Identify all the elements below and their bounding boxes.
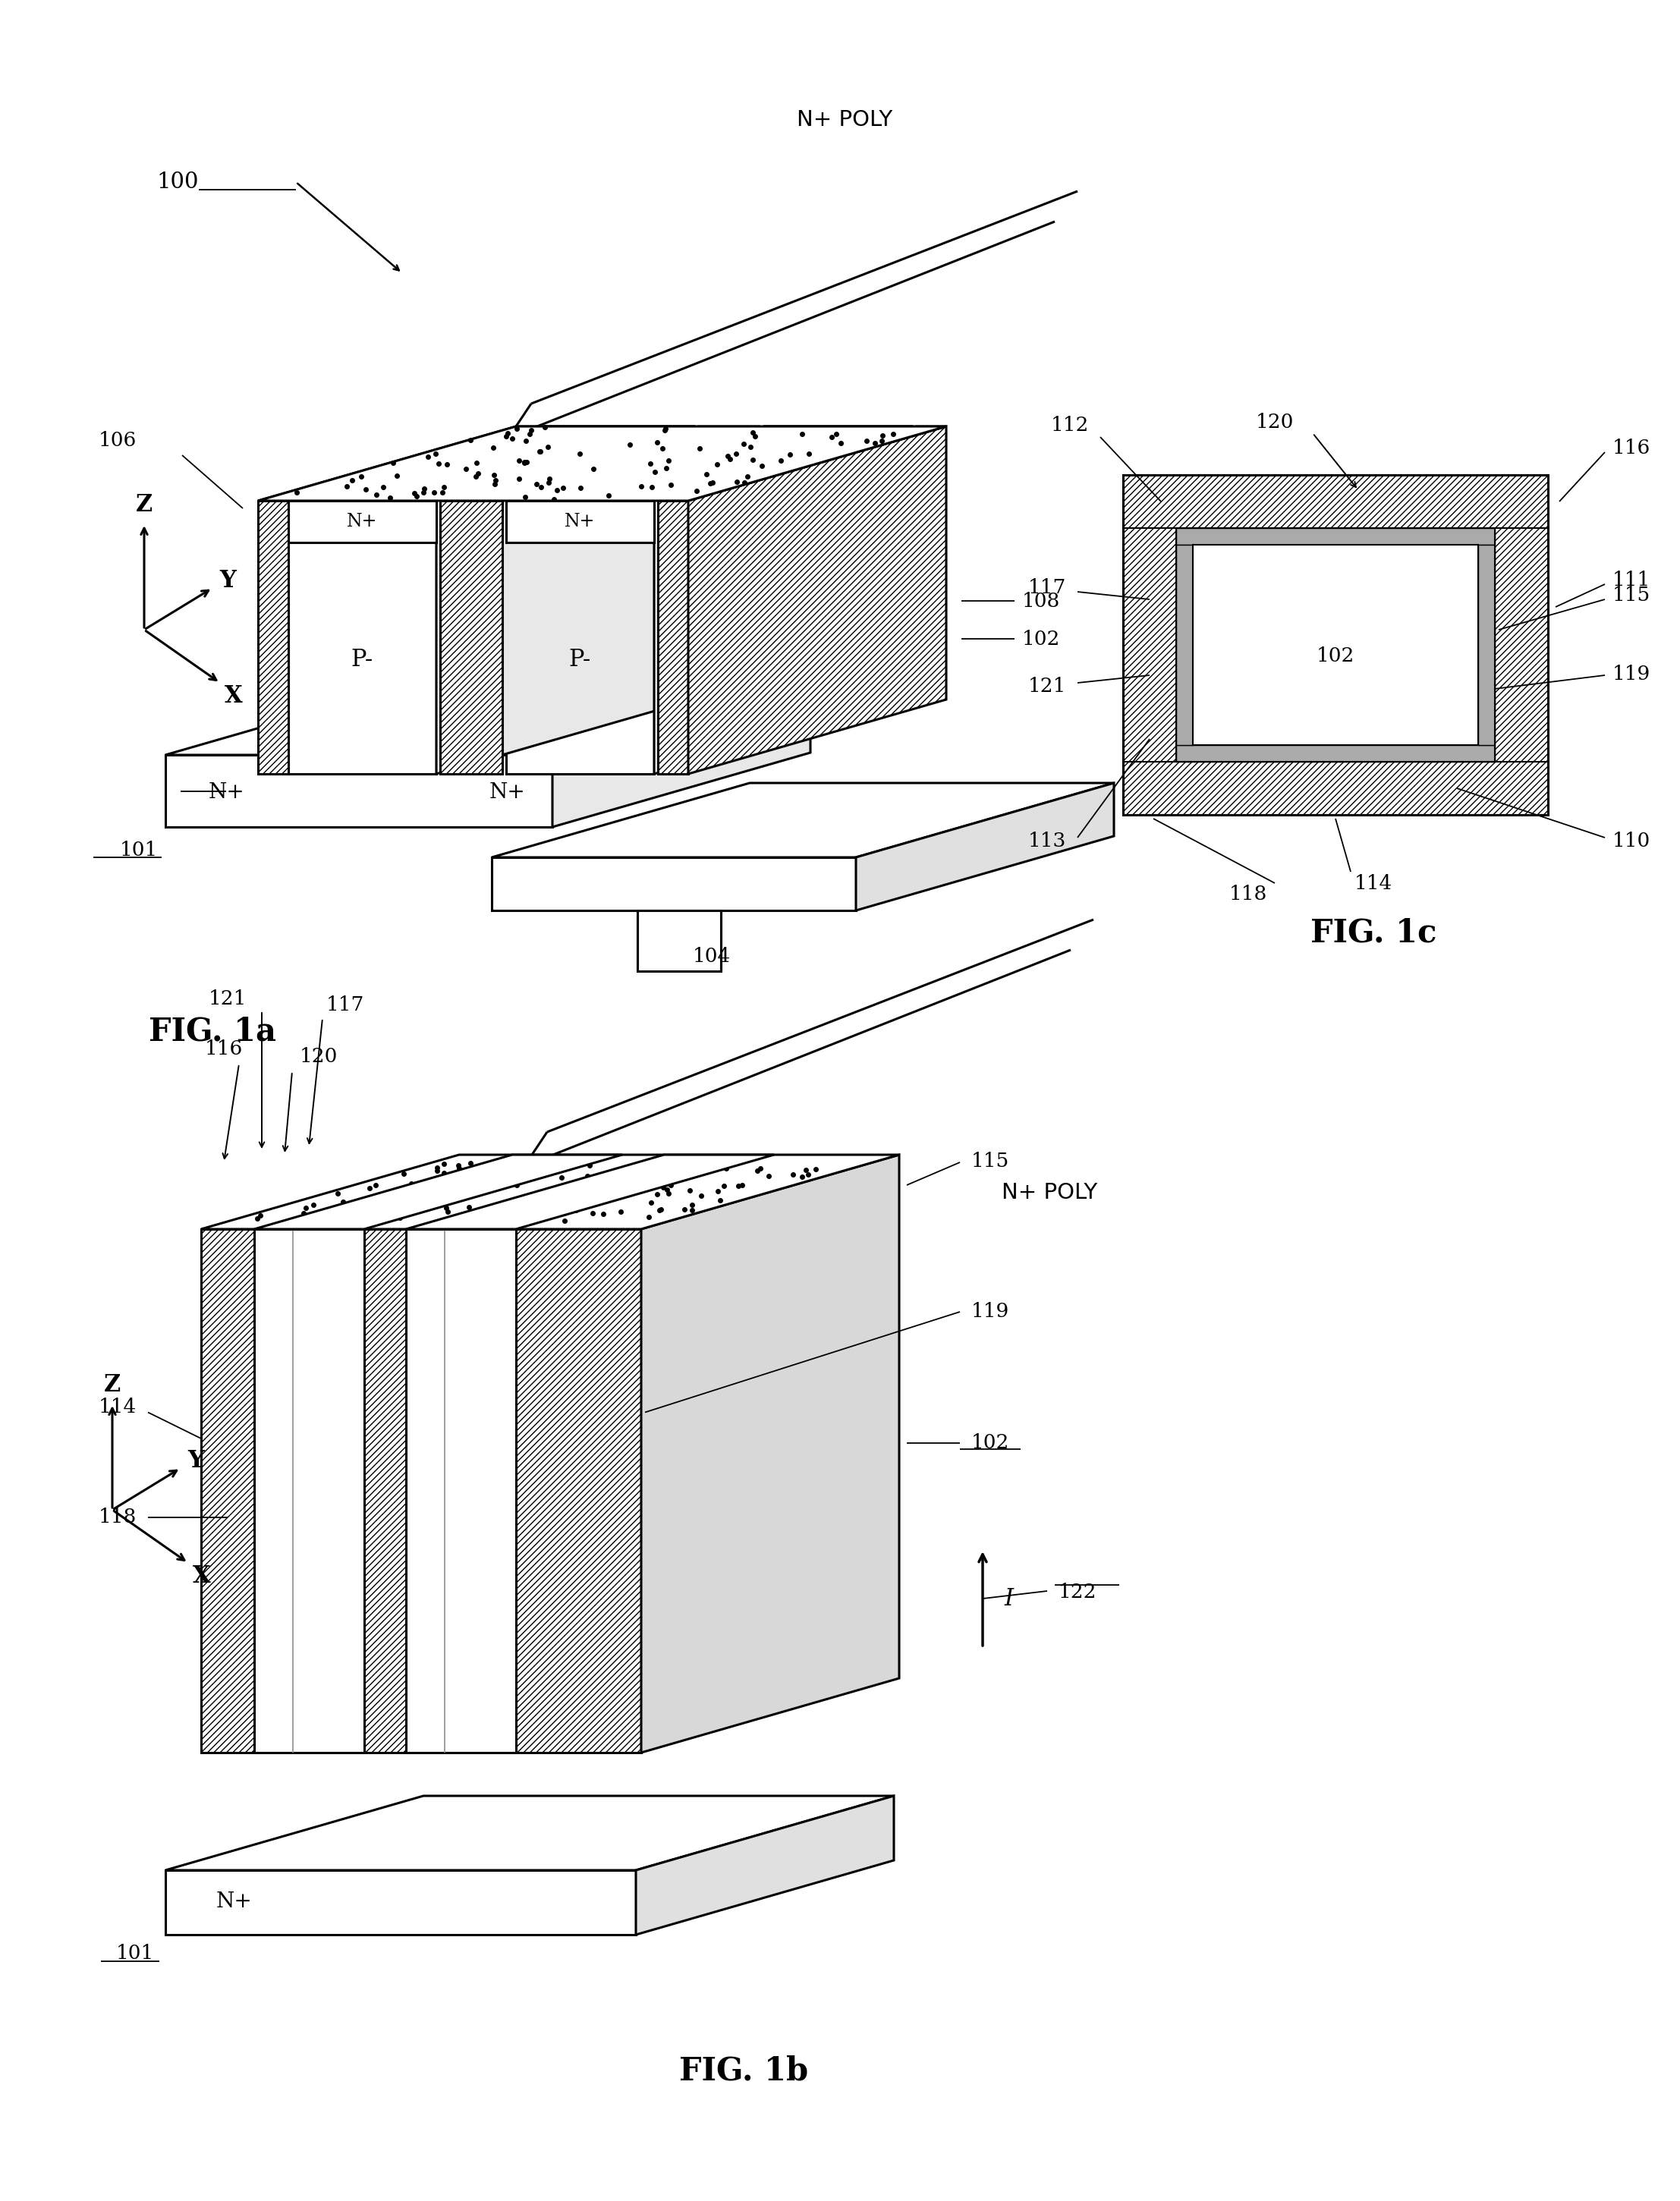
Polygon shape (492, 784, 1114, 858)
Polygon shape (553, 680, 810, 828)
Polygon shape (407, 1228, 516, 1752)
Text: P-: P- (351, 649, 373, 671)
Polygon shape (259, 427, 546, 502)
Text: 119: 119 (971, 1303, 1010, 1321)
Polygon shape (1478, 546, 1495, 746)
Text: 120: 120 (299, 1048, 338, 1065)
Text: 111: 111 (1613, 570, 1650, 590)
Polygon shape (506, 427, 912, 502)
Text: FIG. 1c: FIG. 1c (1310, 918, 1436, 949)
Polygon shape (1176, 746, 1495, 762)
Polygon shape (642, 1156, 899, 1752)
Polygon shape (202, 1156, 899, 1228)
Polygon shape (165, 1871, 637, 1935)
Polygon shape (165, 680, 810, 755)
Polygon shape (506, 502, 654, 775)
Polygon shape (202, 1228, 642, 1752)
Text: 117: 117 (326, 995, 365, 1015)
Polygon shape (254, 1156, 622, 1228)
Text: 113: 113 (1028, 832, 1067, 852)
Text: 106: 106 (99, 431, 136, 449)
Text: FIG. 1b: FIG. 1b (679, 2056, 808, 2087)
Text: 102: 102 (971, 1433, 1010, 1453)
Text: 121: 121 (1028, 678, 1067, 696)
Polygon shape (259, 502, 289, 775)
Text: 118: 118 (99, 1508, 136, 1527)
Text: N+: N+ (564, 513, 595, 530)
Polygon shape (259, 427, 946, 502)
Polygon shape (492, 858, 855, 911)
Text: 120: 120 (1255, 412, 1294, 431)
Polygon shape (1193, 546, 1478, 746)
Text: 121: 121 (208, 990, 247, 1008)
Text: X: X (193, 1565, 212, 1589)
Text: 108: 108 (1021, 592, 1060, 610)
Text: 114: 114 (1354, 874, 1393, 894)
Text: N+: N+ (208, 784, 244, 803)
Text: Y: Y (220, 568, 235, 592)
Text: 102: 102 (1317, 647, 1354, 665)
Polygon shape (506, 502, 654, 541)
Polygon shape (637, 1796, 894, 1935)
Text: 101: 101 (116, 1943, 155, 1963)
Polygon shape (165, 1796, 894, 1871)
Polygon shape (289, 427, 694, 502)
Text: N+: N+ (215, 1893, 252, 1913)
Polygon shape (437, 427, 694, 775)
Text: 119: 119 (1613, 665, 1650, 682)
Text: 110: 110 (1613, 832, 1650, 852)
Polygon shape (506, 427, 912, 502)
Polygon shape (1122, 475, 1547, 528)
Text: N+ POLY: N+ POLY (796, 110, 892, 130)
Text: N+ POLY: N+ POLY (1001, 1182, 1097, 1204)
Polygon shape (689, 427, 946, 775)
Polygon shape (289, 502, 437, 541)
Text: Z: Z (104, 1373, 121, 1395)
Text: 114: 114 (99, 1398, 136, 1417)
Text: 122: 122 (1058, 1583, 1097, 1602)
Text: 118: 118 (1230, 885, 1267, 905)
Text: 115: 115 (971, 1151, 1010, 1171)
Polygon shape (289, 427, 694, 502)
Polygon shape (165, 755, 553, 828)
Text: Z: Z (136, 493, 153, 517)
Polygon shape (1122, 762, 1547, 814)
Text: 102: 102 (1021, 629, 1060, 649)
Polygon shape (440, 427, 761, 502)
Polygon shape (407, 1156, 774, 1228)
Polygon shape (659, 427, 946, 502)
Polygon shape (1176, 546, 1193, 746)
Polygon shape (659, 502, 689, 775)
Text: 100: 100 (156, 172, 198, 194)
Text: X: X (225, 685, 242, 709)
Text: 115: 115 (1613, 585, 1650, 605)
Text: I: I (1005, 1587, 1013, 1611)
Polygon shape (289, 502, 437, 775)
Text: N+: N+ (489, 784, 524, 803)
Polygon shape (1176, 528, 1495, 546)
Text: N+: N+ (346, 513, 378, 530)
Polygon shape (254, 1228, 365, 1752)
Text: 117: 117 (1028, 579, 1067, 596)
Polygon shape (637, 911, 721, 971)
Text: P-: P- (568, 649, 591, 671)
Text: Y: Y (188, 1448, 203, 1472)
Text: 116: 116 (1613, 438, 1650, 458)
Polygon shape (1495, 528, 1547, 762)
Text: 101: 101 (119, 841, 158, 858)
Text: 112: 112 (1050, 416, 1089, 436)
Text: FIG. 1a: FIG. 1a (150, 1017, 276, 1048)
Text: 116: 116 (205, 1039, 244, 1059)
Polygon shape (855, 784, 1114, 911)
Polygon shape (1122, 528, 1176, 762)
Text: 104: 104 (692, 946, 731, 966)
Polygon shape (440, 502, 502, 775)
Polygon shape (654, 427, 912, 775)
